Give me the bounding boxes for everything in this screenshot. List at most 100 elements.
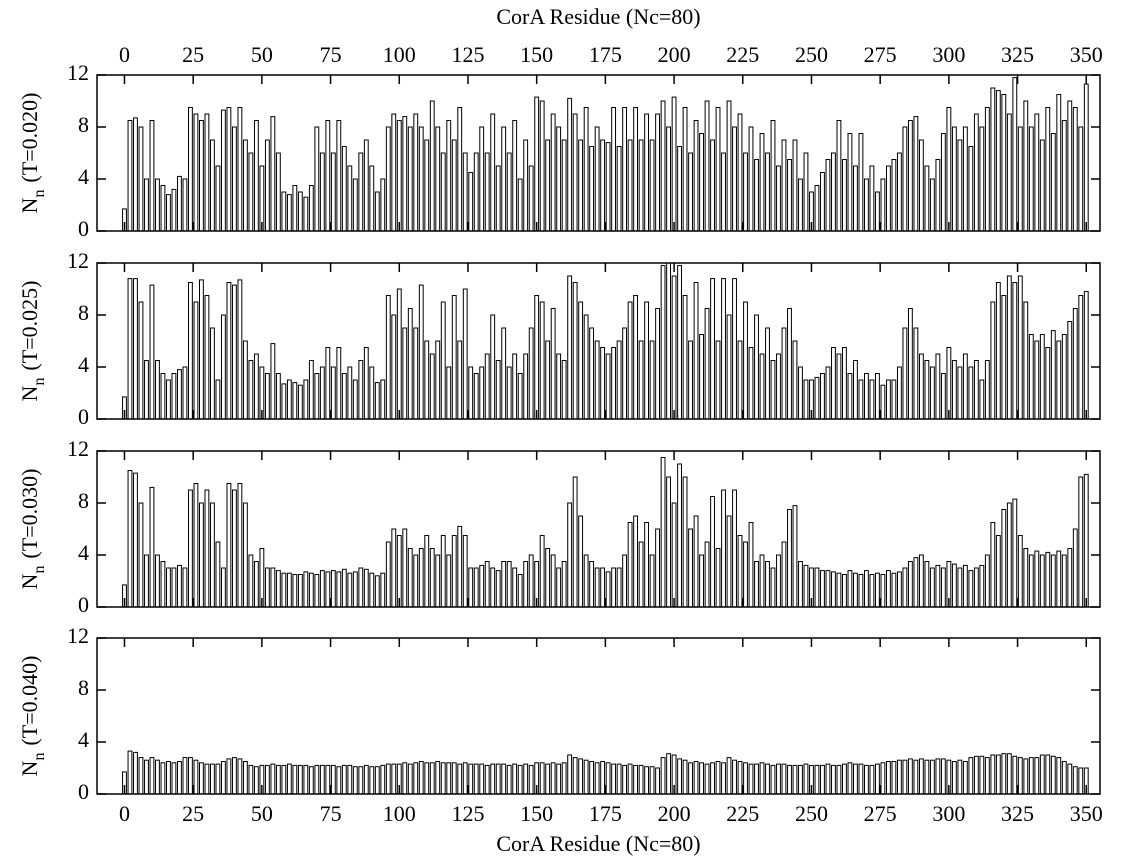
- y-axis-label: Nn (T=0.025): [17, 281, 48, 402]
- bar: [440, 535, 446, 608]
- bar: [842, 574, 847, 608]
- bar: [281, 764, 287, 795]
- bar: [429, 100, 435, 232]
- bar: [264, 139, 270, 232]
- bar: [1012, 282, 1018, 420]
- bar: [907, 308, 913, 420]
- bar: [182, 757, 188, 795]
- bar: [198, 120, 204, 232]
- bar: [385, 295, 391, 420]
- bar: [913, 116, 919, 232]
- plot-frame: [96, 74, 1101, 232]
- bar: [242, 502, 248, 608]
- bar: [160, 762, 166, 795]
- bar: [528, 165, 534, 232]
- bar: [688, 762, 693, 795]
- bar: [1083, 291, 1089, 420]
- bar: [209, 139, 215, 232]
- bar: [710, 278, 715, 420]
- y-tick-label: 0: [78, 404, 89, 429]
- bar: [133, 472, 138, 608]
- x-tick-label: 125: [451, 42, 484, 67]
- x-tick-label: 275: [864, 801, 897, 826]
- bar: [286, 194, 292, 232]
- bar: [578, 515, 584, 608]
- y-tick-label: 12: [67, 248, 89, 273]
- bar: [275, 570, 281, 608]
- bar: [435, 126, 441, 232]
- bar: [721, 278, 726, 420]
- bar: [616, 340, 622, 420]
- bar: [545, 548, 551, 608]
- bar: [1001, 295, 1007, 420]
- bar: [622, 327, 628, 420]
- bar: [655, 113, 661, 232]
- bar: [1001, 509, 1007, 608]
- bar: [682, 759, 688, 795]
- y-axis-label: Nn (T=0.020): [17, 93, 48, 214]
- bar: [319, 764, 325, 795]
- bar: [896, 152, 902, 232]
- bar: [726, 515, 732, 608]
- bar: [853, 165, 858, 232]
- bar: [188, 107, 193, 232]
- bar: [155, 554, 160, 608]
- bar: [253, 561, 259, 608]
- bar: [198, 279, 204, 420]
- bar: [836, 120, 842, 232]
- bar: [198, 502, 204, 608]
- bar: [484, 561, 490, 608]
- bar: [1001, 94, 1007, 232]
- bar: [589, 327, 595, 420]
- bar: [264, 567, 270, 608]
- bar: [495, 165, 501, 232]
- bar: [1078, 476, 1084, 608]
- x-tick-label: 75: [320, 42, 342, 67]
- bar: [776, 353, 781, 420]
- bar: [127, 750, 133, 795]
- bar: [1072, 528, 1078, 608]
- bar: [951, 761, 957, 795]
- bar: [286, 572, 292, 608]
- bar: [501, 126, 507, 232]
- bar: [1017, 275, 1023, 420]
- bar: [968, 570, 974, 608]
- bar: [715, 107, 721, 232]
- bar: [1083, 473, 1089, 608]
- bar: [759, 133, 765, 232]
- bar: [220, 109, 226, 232]
- bar: [314, 764, 320, 795]
- bar: [858, 379, 864, 420]
- x-tick-label: 50: [251, 801, 273, 826]
- bar: [869, 165, 875, 232]
- bar: [803, 564, 809, 608]
- bar: [842, 347, 847, 420]
- bar: [666, 753, 671, 795]
- bar: [1067, 321, 1073, 420]
- bar: [940, 567, 946, 608]
- bar: [682, 107, 688, 232]
- bar: [858, 763, 864, 795]
- bar: [759, 353, 765, 420]
- bar: [710, 139, 715, 232]
- bar: [512, 120, 518, 232]
- bar: [539, 301, 545, 420]
- bar: [759, 554, 765, 608]
- bar: [913, 327, 919, 420]
- bar: [385, 763, 391, 795]
- y-tick-label: 8: [78, 300, 89, 325]
- bar: [836, 353, 842, 420]
- bar: [325, 347, 331, 420]
- x-tick-label: 200: [658, 42, 691, 67]
- bar: [600, 761, 606, 795]
- bar: [380, 572, 386, 608]
- bar: [556, 353, 562, 420]
- bar: [347, 366, 353, 420]
- bar: [325, 571, 331, 608]
- y-tick-label: 0: [78, 779, 89, 804]
- bar: [182, 366, 188, 420]
- bar: [688, 528, 693, 608]
- bar: [682, 295, 688, 420]
- bar: [418, 761, 424, 795]
- bar: [374, 382, 380, 420]
